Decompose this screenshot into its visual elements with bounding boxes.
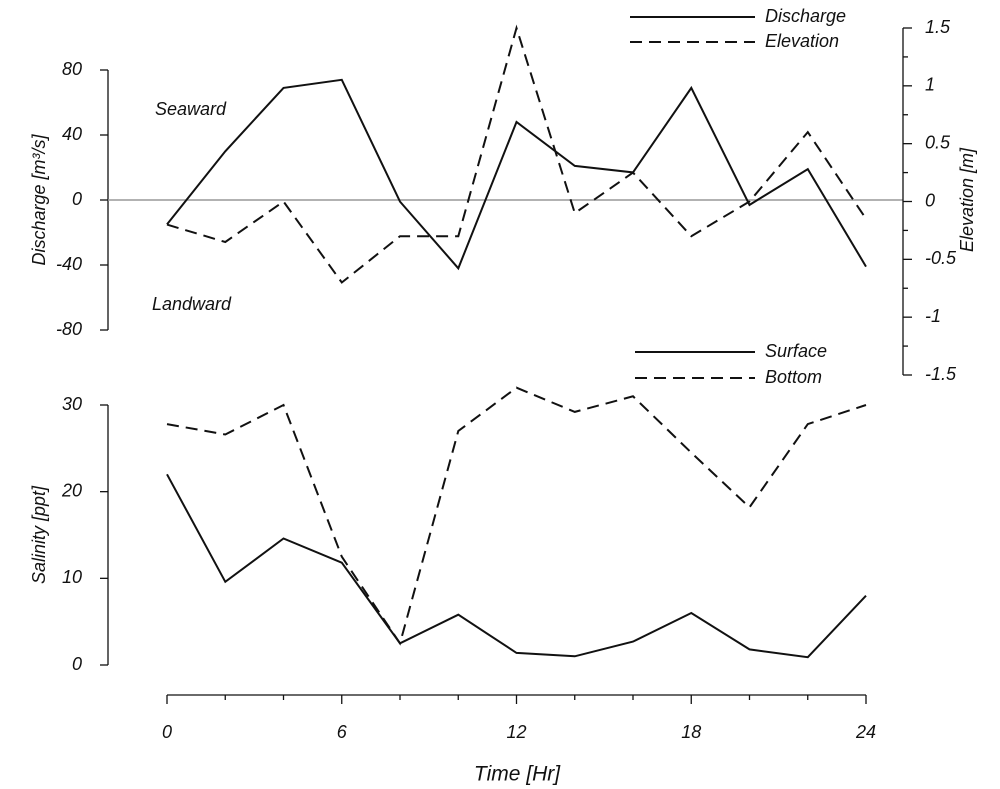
- series-line: [166, 24, 867, 284]
- y-tick-label: 0: [72, 654, 82, 674]
- y-axis-label: Discharge [m³/s]: [29, 133, 49, 265]
- series-line: [166, 78, 867, 271]
- y-tick-label: -80: [56, 319, 82, 339]
- y-tick-label: 40: [62, 124, 82, 144]
- y2-tick-label: -1.5: [925, 364, 957, 384]
- annotation: Landward: [152, 294, 232, 314]
- x-tick-label: 12: [506, 722, 526, 742]
- y-tick-label: 80: [62, 59, 82, 79]
- y2-tick-label: 1.5: [925, 17, 951, 37]
- x-tick-label: 18: [681, 722, 701, 742]
- annotation: Seaward: [155, 99, 227, 119]
- x-tick-label: 6: [337, 722, 348, 742]
- x-tick-label: 24: [855, 722, 876, 742]
- x-tick-label: 0: [162, 722, 172, 742]
- series-line: [166, 473, 867, 659]
- y-tick-label: 30: [62, 394, 82, 414]
- y-axis-label: Salinity [ppt]: [29, 485, 49, 584]
- legend-label: Surface: [765, 341, 827, 361]
- legend-label: Bottom: [765, 367, 822, 387]
- y2-tick-label: 0: [925, 190, 935, 210]
- y2-tick-label: -1: [925, 306, 941, 326]
- y-tick-label: 10: [62, 567, 82, 587]
- y2-tick-label: -0.5: [925, 248, 957, 268]
- y-tick-label: 0: [72, 189, 82, 209]
- x-axis-label: Time [Hr]: [474, 763, 561, 786]
- y2-tick-label: 0.5: [925, 132, 951, 152]
- y-tick-label: 20: [61, 480, 82, 500]
- series-line: [166, 386, 867, 646]
- y-tick-label: -40: [56, 254, 82, 274]
- y2-tick-label: 1: [925, 75, 935, 95]
- y2-axis-label: Elevation [m]: [957, 147, 977, 252]
- legend-label: Elevation: [765, 31, 839, 51]
- legend-label: Discharge: [765, 6, 846, 26]
